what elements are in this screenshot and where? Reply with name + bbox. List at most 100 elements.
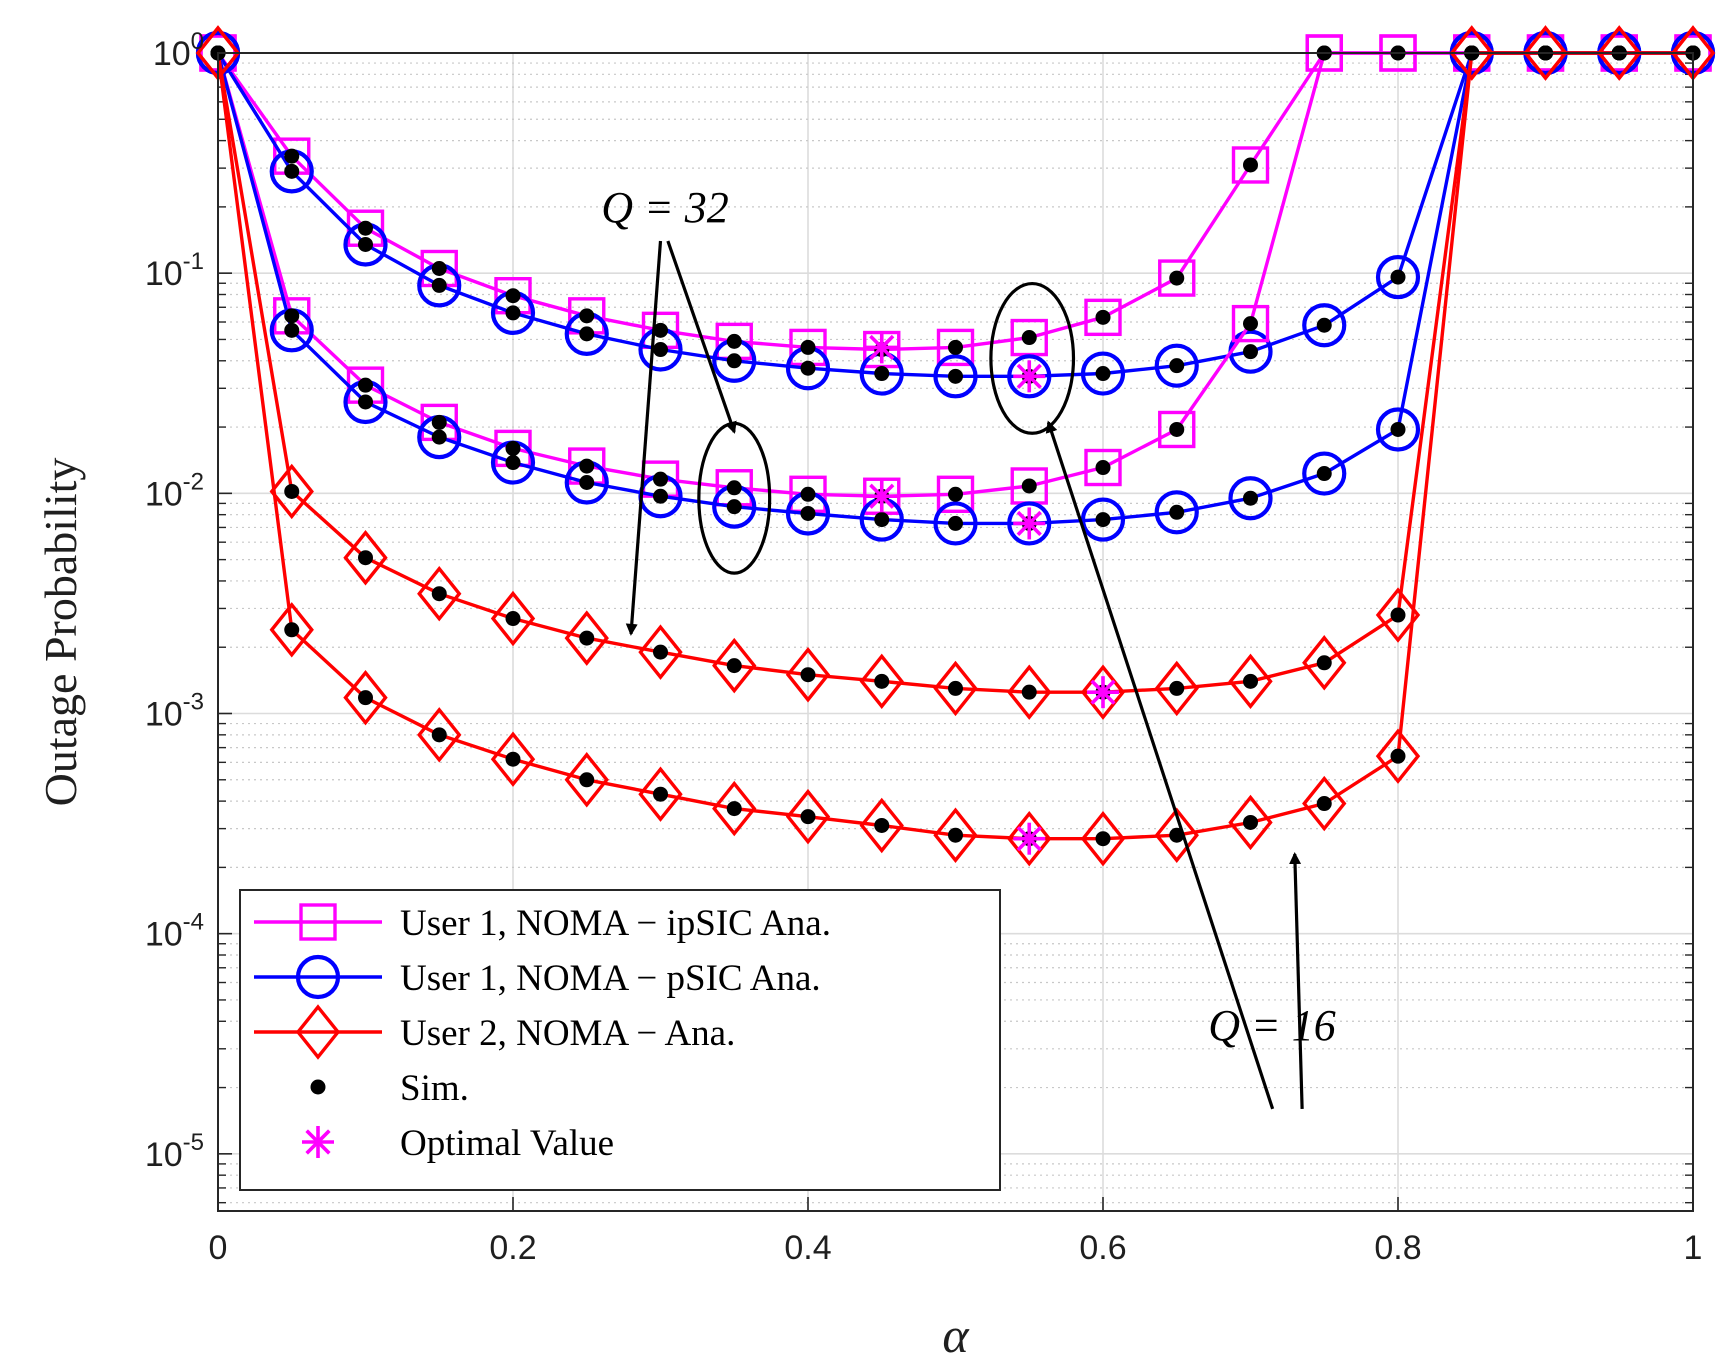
square-marker <box>1084 448 1122 487</box>
circle-marker <box>1007 501 1052 546</box>
circle-marker <box>1007 354 1052 399</box>
sim-dot <box>431 414 447 430</box>
sim-dot <box>1243 814 1258 830</box>
sim-dot <box>310 1079 326 1095</box>
asterisk-marker <box>302 1126 334 1158</box>
sim-dot <box>1095 831 1111 847</box>
sim-dot <box>1095 512 1111 528</box>
diamond-marker <box>1375 728 1421 784</box>
y-tick-label: 10-4 <box>145 909 204 954</box>
diamond-marker <box>638 624 683 680</box>
sim-dot <box>358 236 373 252</box>
y-tick-label: 10-5 <box>145 1129 204 1174</box>
diamond-marker <box>343 529 388 586</box>
sim-dot <box>1021 478 1037 494</box>
sim-dot <box>579 630 595 646</box>
y-tick-exponent: -1 <box>183 248 204 275</box>
sim-dot <box>1095 460 1111 476</box>
circle-marker <box>933 354 978 399</box>
sim-dot <box>1390 269 1406 285</box>
y-tick-label: 10-2 <box>145 468 204 513</box>
square-marker <box>936 475 975 513</box>
sim-dot <box>284 308 300 324</box>
circle-marker <box>1080 497 1126 542</box>
x-tick-label: 0.8 <box>1374 1229 1421 1267</box>
plot-frame <box>217 52 1694 1212</box>
sim-dot <box>1169 358 1185 374</box>
sim-dot <box>874 512 890 528</box>
legend-box <box>239 889 1001 1191</box>
legend-label: Optimal Value <box>400 1123 614 1164</box>
sim-dot <box>579 474 595 490</box>
y-tick-base: 10 <box>145 255 183 293</box>
legend-label: User 1, NOMA − ipSIC Ana. <box>400 903 831 944</box>
sim-dot <box>874 366 890 382</box>
sim-dot <box>431 261 447 277</box>
diamond-marker <box>933 807 978 863</box>
sim-dot <box>358 394 373 410</box>
x-tick-label: 0.6 <box>1079 1229 1126 1267</box>
series-line <box>216 51 1693 378</box>
legend-label: User 1, NOMA − pSIC Ana. <box>400 958 821 999</box>
legend-entry: Optimal Value <box>302 1123 614 1164</box>
sim-dot <box>726 658 742 674</box>
diamond-marker <box>564 610 609 666</box>
sim-dot <box>284 483 300 499</box>
asterisk-stroke <box>1016 363 1042 389</box>
square-marker <box>1158 259 1196 297</box>
sim-dot <box>1390 748 1406 764</box>
sim-dot <box>579 326 595 342</box>
asterisk-marker <box>1087 676 1119 709</box>
y-tick-base: 10 <box>145 475 183 513</box>
legend-entry: User 2, NOMA − Ana. <box>254 1004 735 1060</box>
sim-dot <box>1316 317 1332 333</box>
sim-dot <box>358 690 373 706</box>
series-circle-0000ff <box>195 30 1716 546</box>
y-tick-exponent: -5 <box>183 1129 204 1156</box>
sim-dot <box>1169 421 1185 437</box>
sim-dot <box>505 288 521 304</box>
sim-dot <box>800 809 816 825</box>
x-tick-label: 0.2 <box>489 1229 536 1267</box>
sim-dot <box>284 163 300 179</box>
asterisk-stroke <box>1016 826 1042 852</box>
diamond-marker <box>1080 810 1126 867</box>
diamond-marker <box>1154 807 1199 863</box>
sim-dot <box>874 673 890 689</box>
diamond-marker <box>343 669 388 726</box>
diamond-marker <box>269 602 314 658</box>
annotation-arrow <box>625 240 663 636</box>
optimal-points-layer <box>865 331 1119 855</box>
y-tick-base: 10 <box>145 916 183 954</box>
sim-points-layer <box>210 45 1701 847</box>
annotation-arrow <box>1045 420 1275 1110</box>
sim-dot <box>284 622 300 638</box>
legend-entry: User 1, NOMA − pSIC Ana. <box>254 954 821 1000</box>
legend-entry: Sim. <box>310 1068 469 1109</box>
square-marker <box>936 328 975 367</box>
circle-marker <box>1302 451 1347 496</box>
sim-dot <box>800 339 816 355</box>
asterisk-stroke <box>1090 679 1116 705</box>
asterisk-stroke <box>869 483 895 509</box>
x-axis-label: α <box>942 1307 970 1363</box>
series-layer <box>195 25 1716 867</box>
sim-dot <box>726 333 742 349</box>
sim-dot <box>948 515 963 531</box>
sim-dot <box>1243 490 1258 506</box>
sim-dot <box>1390 607 1406 623</box>
circle-marker <box>933 501 978 546</box>
diamond-marker <box>417 565 462 622</box>
square-marker <box>1231 304 1270 343</box>
sim-dot <box>948 486 963 502</box>
circle-marker <box>1154 490 1199 535</box>
x-tick-label: 0.4 <box>784 1229 831 1267</box>
sim-dot <box>505 455 521 471</box>
sim-dot <box>284 322 300 338</box>
sim-dot <box>653 786 668 802</box>
diamond-marker <box>785 647 831 703</box>
sim-dot <box>1316 655 1332 671</box>
circle-marker <box>1375 254 1421 300</box>
